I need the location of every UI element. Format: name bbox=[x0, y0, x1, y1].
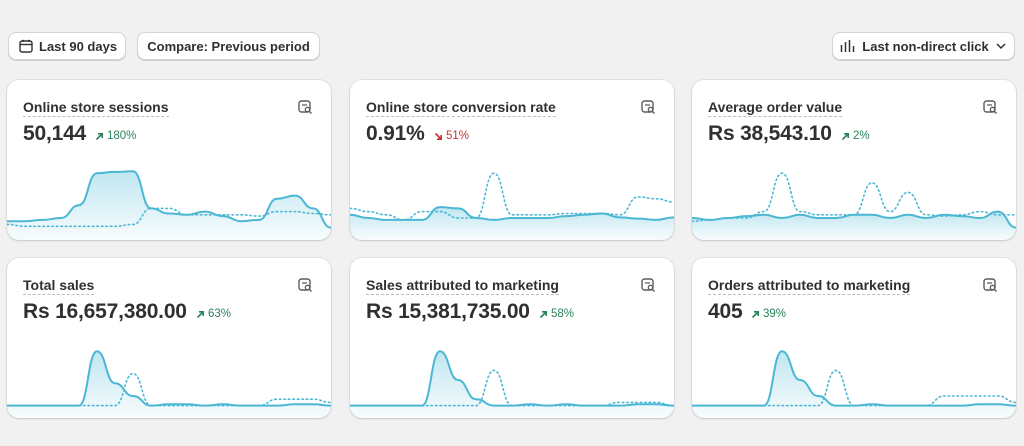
current-period-line bbox=[350, 350, 674, 407]
metric-title[interactable]: Online store conversion rate bbox=[366, 99, 556, 117]
current-period-area bbox=[692, 211, 1016, 240]
arrow-up-right-icon bbox=[196, 310, 204, 318]
metric-card[interactable]: Orders attributed to marketing 405 39% bbox=[692, 258, 1016, 418]
metric-value: 405 bbox=[708, 300, 743, 323]
arrow-up-right-icon bbox=[841, 132, 849, 140]
current-period-line bbox=[7, 170, 331, 229]
metric-card[interactable]: Total sales Rs 16,657,380.00 63% bbox=[7, 258, 331, 418]
current-period-line bbox=[350, 206, 674, 221]
metric-change: 39% bbox=[751, 308, 786, 320]
metric-value: 50,144 bbox=[23, 122, 87, 145]
metric-change: 51% bbox=[434, 130, 469, 142]
explore-report-icon[interactable] bbox=[297, 99, 313, 115]
compare-period-label: Compare: Previous period bbox=[147, 38, 310, 54]
metric-card[interactable]: Sales attributed to marketing Rs 15,381,7… bbox=[350, 258, 674, 418]
metric-change-value: 180% bbox=[107, 130, 137, 142]
previous-period-line bbox=[350, 172, 674, 221]
compare-period-button[interactable]: Compare: Previous period bbox=[137, 32, 320, 60]
arrow-up-right-icon bbox=[751, 310, 759, 318]
explore-report-icon[interactable] bbox=[982, 277, 998, 293]
metric-title[interactable]: Orders attributed to marketing bbox=[708, 277, 911, 295]
explore-report-icon[interactable] bbox=[640, 99, 656, 115]
explore-report-icon[interactable] bbox=[982, 99, 998, 115]
date-range-label: Last 90 days bbox=[39, 38, 118, 54]
metric-card[interactable]: Online store conversion rate 0.91% 51% bbox=[350, 80, 674, 240]
chevron-down-icon bbox=[996, 43, 1006, 50]
current-period-area bbox=[350, 351, 674, 418]
metric-change: 2% bbox=[841, 130, 870, 142]
metric-value: Rs 15,381,735.00 bbox=[366, 300, 530, 323]
calendar-icon bbox=[19, 39, 33, 53]
metric-change: 58% bbox=[539, 308, 574, 320]
explore-report-icon[interactable] bbox=[640, 277, 656, 293]
bar-chart-icon bbox=[841, 40, 855, 52]
metric-change-value: 39% bbox=[763, 308, 787, 320]
arrow-up-right-icon bbox=[539, 310, 547, 318]
metric-change: 63% bbox=[196, 308, 231, 320]
attribution-model-button[interactable]: Last non-direct click bbox=[832, 32, 1015, 60]
metric-title[interactable]: Online store sessions bbox=[23, 99, 169, 117]
sparkline-chart bbox=[7, 170, 331, 240]
previous-period-line bbox=[692, 369, 1016, 407]
current-period-line bbox=[692, 210, 1016, 229]
sparkline-chart bbox=[350, 350, 674, 418]
previous-period-line bbox=[7, 207, 331, 228]
sparkline-chart bbox=[692, 350, 1016, 418]
toolbar: Last 90 days Compare: Previous period La… bbox=[0, 0, 1024, 60]
current-period-area bbox=[350, 207, 674, 240]
current-period-area bbox=[7, 171, 331, 240]
attribution-model-label: Last non-direct click bbox=[862, 38, 989, 54]
metric-change-value: 58% bbox=[551, 308, 575, 320]
current-period-area bbox=[7, 351, 331, 418]
previous-period-line bbox=[7, 372, 331, 407]
metric-change-value: 63% bbox=[208, 308, 232, 320]
arrow-up-right-icon bbox=[95, 132, 103, 140]
metric-change-value: 51% bbox=[446, 130, 470, 142]
metric-value: Rs 16,657,380.00 bbox=[23, 300, 187, 323]
metric-change-value: 2% bbox=[853, 130, 870, 142]
metric-title[interactable]: Total sales bbox=[23, 277, 95, 295]
current-period-line bbox=[692, 350, 1016, 407]
metric-card[interactable]: Online store sessions 50,144 180% bbox=[7, 80, 331, 240]
metric-card[interactable]: Average order value Rs 38,543.10 2% bbox=[692, 80, 1016, 240]
metric-value: Rs 38,543.10 bbox=[708, 122, 832, 145]
sparkline-chart bbox=[692, 172, 1016, 240]
current-period-line bbox=[7, 350, 331, 407]
date-range-button[interactable]: Last 90 days bbox=[8, 32, 126, 60]
explore-report-icon[interactable] bbox=[297, 277, 313, 293]
metric-value: 0.91% bbox=[366, 122, 425, 145]
metric-title[interactable]: Average order value bbox=[708, 99, 843, 117]
metric-title[interactable]: Sales attributed to marketing bbox=[366, 277, 559, 295]
arrow-down-right-icon bbox=[434, 132, 442, 140]
sparkline-chart bbox=[7, 350, 331, 418]
metric-change: 180% bbox=[95, 130, 136, 142]
previous-period-line bbox=[350, 369, 674, 407]
current-period-area bbox=[692, 351, 1016, 418]
sparkline-chart bbox=[350, 172, 674, 240]
